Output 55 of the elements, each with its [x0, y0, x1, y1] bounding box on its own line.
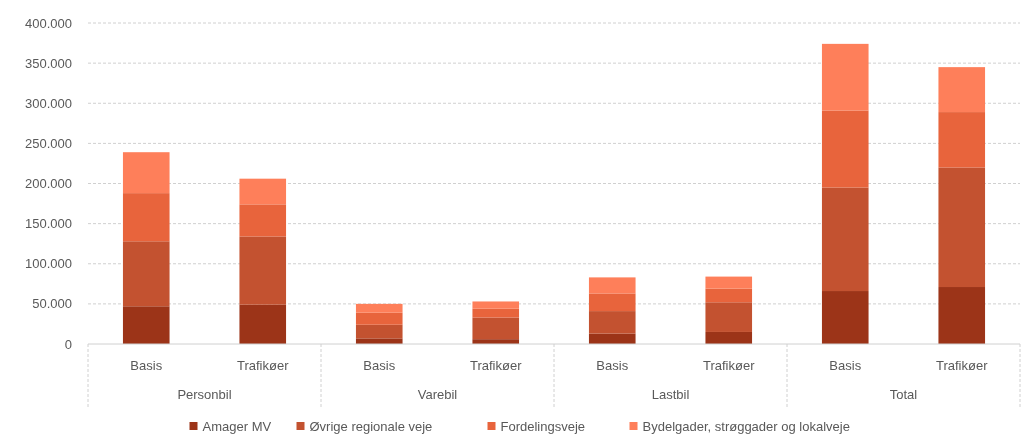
bar [588, 277, 636, 294]
bar [938, 167, 986, 288]
bar [588, 311, 636, 334]
bar [472, 317, 520, 340]
bar [821, 43, 869, 111]
text: Total [889, 387, 918, 402]
bar [239, 178, 287, 205]
x-tick-label: Trafikøer [935, 358, 989, 373]
bar [821, 110, 869, 188]
x-tick-label: Basis [829, 358, 862, 373]
y-tick-label: 200.000 [25, 176, 72, 192]
x-tick-label: Trafikøer [469, 358, 523, 373]
legend-label: Øvrige regionale veje [309, 418, 433, 434]
bar [122, 306, 170, 344]
y-tick-label: 250.000 [25, 135, 72, 151]
legend-label: Fordelingsveje [500, 418, 586, 434]
text: Varebil [417, 387, 458, 402]
bar [821, 187, 869, 292]
bar [472, 308, 520, 318]
y-tick-label: 300.000 [25, 95, 72, 111]
y-tick-label: 0 [64, 336, 72, 352]
bar [588, 293, 636, 312]
legend-label: Amager MV [202, 418, 272, 434]
bar [705, 288, 753, 303]
y-tick-label: 50.000 [32, 296, 72, 312]
bar [239, 304, 287, 344]
bar [355, 303, 403, 313]
x-tick-label: Basis [363, 358, 396, 373]
bar [122, 152, 170, 194]
x-tick-label: Basis [596, 358, 629, 373]
text: Lastbil [651, 387, 690, 402]
bar [705, 276, 753, 289]
bar [355, 312, 403, 325]
text: Personbil [177, 387, 232, 402]
bar [938, 67, 986, 113]
x-tick-label: Trafikøer [236, 358, 290, 373]
bar [355, 338, 403, 344]
bar [705, 302, 753, 332]
x-tick-label: Basis [130, 358, 163, 373]
y-tick-label: 100.000 [25, 256, 72, 272]
bar [239, 236, 287, 305]
bar [821, 291, 869, 344]
y-tick-label: 400.000 [25, 15, 72, 31]
bar [355, 324, 403, 339]
bar [938, 287, 986, 344]
bar [122, 193, 170, 242]
legend-label: Bydelgader, strøggader og lokalveje [642, 418, 850, 434]
bar [472, 301, 520, 309]
bar [938, 112, 986, 168]
x-tick-label: Trafikøer [702, 358, 756, 373]
bar [239, 204, 287, 237]
y-tick-label: 350.000 [25, 55, 72, 71]
bar [705, 331, 753, 344]
bar [122, 241, 170, 307]
y-tick-label: 150.000 [25, 216, 72, 232]
